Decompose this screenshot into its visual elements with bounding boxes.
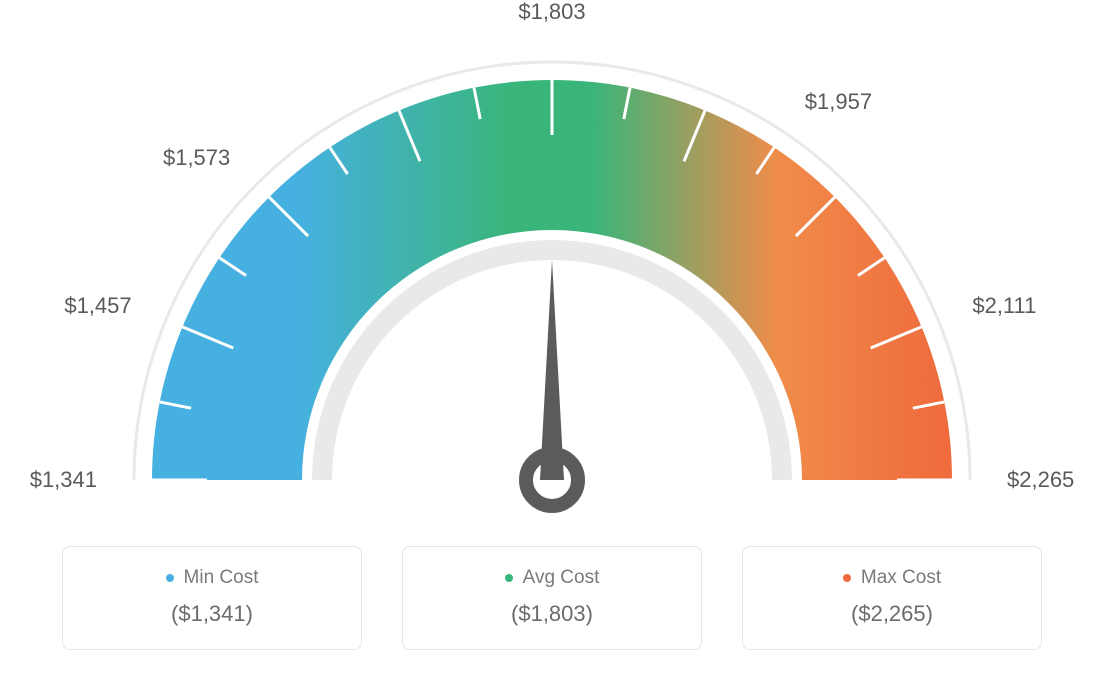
legend-row: Min Cost ($1,341) Avg Cost ($1,803) Max … xyxy=(62,546,1042,650)
dot-icon xyxy=(505,574,513,582)
gauge-tick-label: $1,573 xyxy=(163,145,230,171)
dot-icon xyxy=(166,574,174,582)
legend-value-max: ($2,265) xyxy=(743,601,1041,627)
legend-label: Max Cost xyxy=(861,567,941,589)
legend-card-avg: Avg Cost ($1,803) xyxy=(402,546,702,650)
legend-card-min: Min Cost ($1,341) xyxy=(62,546,362,650)
gauge-tick-label: $1,957 xyxy=(805,89,872,115)
legend-card-max: Max Cost ($2,265) xyxy=(742,546,1042,650)
gauge-tick-label: $1,457 xyxy=(64,293,131,319)
legend-label: Avg Cost xyxy=(523,567,600,589)
gauge-tick-label: $1,341 xyxy=(30,467,97,493)
legend-title-avg: Avg Cost xyxy=(403,567,701,589)
cost-gauge: $1,341$1,457$1,573$1,803$1,957$2,111$2,2… xyxy=(102,40,1002,520)
legend-title-max: Max Cost xyxy=(743,567,1041,589)
legend-value-avg: ($1,803) xyxy=(403,601,701,627)
gauge-tick-label: $2,111 xyxy=(972,293,1036,319)
legend-title-min: Min Cost xyxy=(63,567,361,589)
gauge-tick-label: $1,803 xyxy=(518,0,585,25)
legend-label: Min Cost xyxy=(184,567,259,589)
dot-icon xyxy=(843,574,851,582)
legend-value-min: ($1,341) xyxy=(63,601,361,627)
gauge-tick-label: $2,265 xyxy=(1007,467,1074,493)
